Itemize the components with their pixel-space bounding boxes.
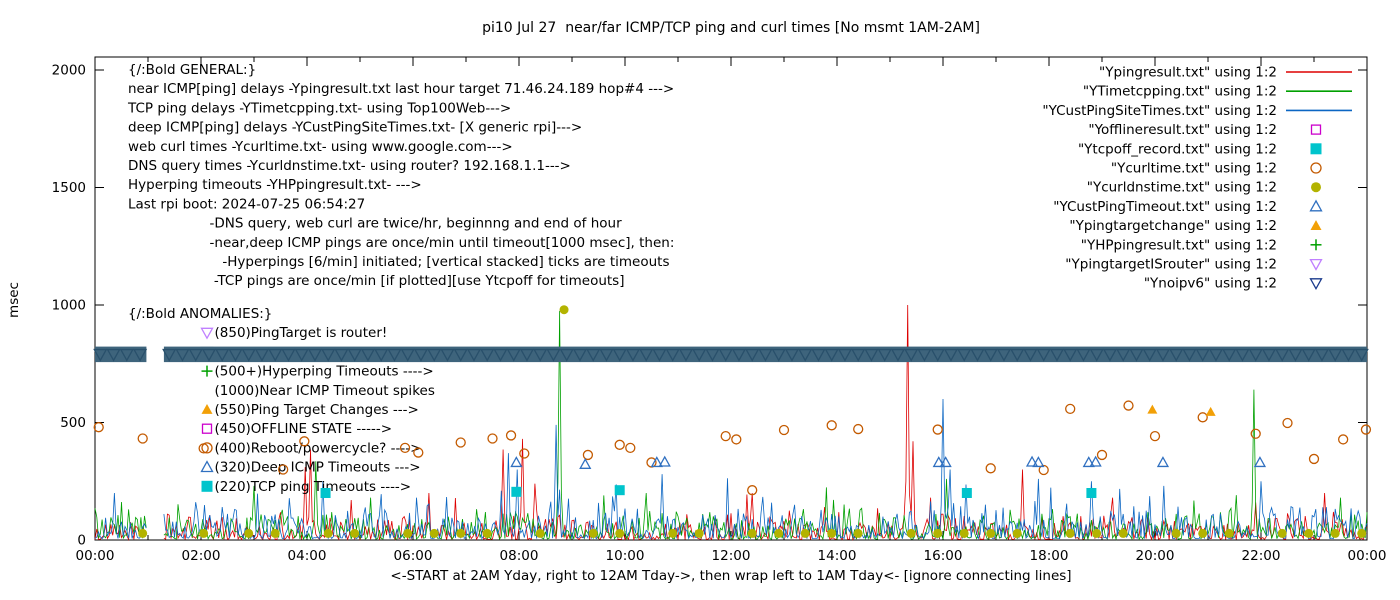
general-text-line: web curl times -Ycurltime.txt- using www… bbox=[128, 139, 513, 155]
general-text-line: DNS query times -Ycurldnstime.txt- using… bbox=[128, 158, 571, 174]
x-tick-label: 08:00 bbox=[500, 548, 539, 564]
anomaly-text-line: (220)TCP ping Timeouts ----> bbox=[215, 479, 412, 495]
y-tick-label: 0 bbox=[77, 533, 86, 549]
x-tick-label: 04:00 bbox=[288, 548, 327, 564]
y-tick-label: 500 bbox=[60, 415, 86, 431]
series-YCustPingTimeout.txt bbox=[510, 455, 1267, 469]
anomaly-text-line: (850)PingTarget is router! bbox=[215, 325, 388, 341]
general-text-line: -near,deep ICMP pings are once/min until… bbox=[128, 235, 674, 251]
anomaly-text-line: (1000)Near ICMP Timeout spikes bbox=[215, 383, 435, 399]
annotations: {/:Bold GENERAL:} near ICMP[ping] delays … bbox=[127, 62, 674, 495]
legend-entry-label: "YpingtargetISrouter" using 1:2 bbox=[1065, 257, 1277, 273]
x-axis-label: <-START at 2AM Yday, right to 12AM Tday-… bbox=[390, 568, 1072, 584]
series-Ycurldnstime.txt bbox=[138, 305, 1367, 538]
series-YCustPingSiteTimes.txt bbox=[94, 398, 1368, 540]
legend-entry-label: "Ytcpoff_record.txt" using 1:2 bbox=[1078, 141, 1277, 157]
x-tick-label: 12:00 bbox=[712, 548, 751, 564]
band-Ynoipv6 bbox=[93, 346, 1369, 363]
x-tick-label: 06:00 bbox=[394, 548, 433, 564]
y-tick-label: 2000 bbox=[52, 63, 86, 79]
legend-entry-label: "YHPpingresult.txt" using 1:2 bbox=[1081, 237, 1277, 253]
legend-entry-label: "YCustPingTimeout.txt" using 1:2 bbox=[1053, 199, 1277, 215]
anomaly-text-line: (320)Deep ICMP Timeouts ---> bbox=[215, 460, 421, 476]
legend: "Ypingresult.txt" using 1:2 "YTimetcpping… bbox=[1042, 65, 1352, 292]
general-text-line: -TCP pings are once/min [if plotted][use… bbox=[128, 273, 624, 289]
chart-title: pi10 Jul 27 near/far ICMP/TCP ping and c… bbox=[482, 20, 980, 36]
legend-entry-label: "Ycurldnstime.txt" using 1:2 bbox=[1087, 180, 1277, 196]
axes: 0 500 1000 1500 2000 00:00 02:00 04:00 06:00 08:0… bbox=[52, 56, 1387, 564]
legend-entry-label: "Ypingtargetchange" using 1:2 bbox=[1069, 218, 1277, 234]
anomalies-header: {/:Bold ANOMALIES:} bbox=[128, 306, 272, 322]
y-tick-label: 1000 bbox=[52, 298, 86, 314]
general-text-line: deep ICMP[ping] delays -YCustPingSiteTim… bbox=[128, 120, 582, 136]
x-tick-label: 00:00 bbox=[76, 548, 115, 564]
series-Ycurltime.txt bbox=[93, 400, 1372, 496]
x-tick-label: 02:00 bbox=[182, 548, 221, 564]
anomaly-text-line: (500+)Hyperping Timeouts ----> bbox=[215, 364, 434, 380]
series-Ypingtargetchange bbox=[1147, 404, 1216, 416]
general-text-line: Hyperping timeouts -YHPpingresult.txt- -… bbox=[128, 177, 422, 193]
anomaly-text-line: (450)OFFLINE STATE -----> bbox=[215, 421, 393, 437]
x-tick-label: 14:00 bbox=[818, 548, 857, 564]
general-text-line: -DNS query, web curl are twice/hr, begin… bbox=[128, 216, 622, 232]
legend-entry-label: "YTimetcpping.txt" using 1:2 bbox=[1083, 84, 1277, 100]
x-tick-label: 18:00 bbox=[1030, 548, 1069, 564]
x-tick-label: 22:00 bbox=[1242, 548, 1281, 564]
general-text-line: -Hyperpings [6/min] initiated; [vertical… bbox=[128, 254, 669, 270]
x-tick-label: 10:00 bbox=[606, 548, 645, 564]
general-text-line: {/:Bold GENERAL:} bbox=[128, 62, 256, 78]
legend-entry-label: "Yofflineresult.txt" using 1:2 bbox=[1088, 122, 1277, 138]
y-tick-label: 1500 bbox=[52, 180, 86, 196]
anomaly-text-line: (400)Reboot/powercycle? ----> bbox=[215, 440, 422, 456]
general-text-line: near ICMP[ping] delays -Ypingresult.txt … bbox=[128, 81, 674, 97]
legend-entry-label: "YCustPingSiteTimes.txt" using 1:2 bbox=[1042, 103, 1277, 119]
legend-entry-label: "Ypingresult.txt" using 1:2 bbox=[1099, 65, 1277, 81]
general-text-line: Last rpi boot: 2024-07-25 06:54:27 bbox=[128, 196, 365, 212]
series-Ytcpoff_record.txt bbox=[320, 485, 1097, 498]
x-tick-label: 20:00 bbox=[1136, 548, 1175, 564]
x-tick-label: 16:00 bbox=[924, 548, 963, 564]
x-tick-label: 00:00 bbox=[1348, 548, 1387, 564]
anomaly-text-line: (550)Ping Target Changes ---> bbox=[215, 402, 419, 418]
y-axis-label: msec bbox=[6, 282, 22, 318]
legend-entry-label: "Ynoipv6" using 1:2 bbox=[1144, 276, 1277, 292]
series-YTimetcpping.txt bbox=[94, 310, 1368, 541]
general-text-line: TCP ping delays -YTimetcpping.txt- using… bbox=[127, 100, 511, 116]
legend-entry-label: "Ycurltime.txt" using 1:2 bbox=[1111, 161, 1277, 177]
